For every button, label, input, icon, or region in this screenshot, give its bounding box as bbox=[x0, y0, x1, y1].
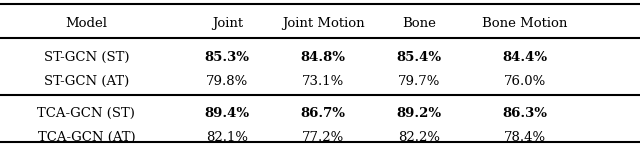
Text: Model: Model bbox=[65, 17, 108, 30]
Text: 89.4%: 89.4% bbox=[205, 107, 250, 120]
Text: Joint: Joint bbox=[212, 17, 243, 30]
Text: 79.8%: 79.8% bbox=[206, 75, 248, 88]
Text: Bone Motion: Bone Motion bbox=[482, 17, 568, 30]
Text: 84.4%: 84.4% bbox=[502, 51, 547, 64]
Text: 73.1%: 73.1% bbox=[302, 75, 344, 88]
Text: 82.2%: 82.2% bbox=[398, 130, 440, 144]
Text: 89.2%: 89.2% bbox=[397, 107, 442, 120]
Text: 82.1%: 82.1% bbox=[206, 130, 248, 144]
Text: Bone: Bone bbox=[403, 17, 436, 30]
Text: 76.0%: 76.0% bbox=[504, 75, 546, 88]
Text: 86.3%: 86.3% bbox=[502, 107, 547, 120]
Text: 85.3%: 85.3% bbox=[205, 51, 250, 64]
Text: 86.7%: 86.7% bbox=[301, 107, 346, 120]
Text: 78.4%: 78.4% bbox=[504, 130, 546, 144]
Text: ST-GCN (ST): ST-GCN (ST) bbox=[44, 51, 129, 64]
Text: Joint Motion: Joint Motion bbox=[282, 17, 365, 30]
Text: TCA-GCN (ST): TCA-GCN (ST) bbox=[38, 107, 135, 120]
Text: TCA-GCN (AT): TCA-GCN (AT) bbox=[38, 130, 135, 144]
Text: 77.2%: 77.2% bbox=[302, 130, 344, 144]
Text: ST-GCN (AT): ST-GCN (AT) bbox=[44, 75, 129, 88]
Text: 84.8%: 84.8% bbox=[301, 51, 346, 64]
Text: 85.4%: 85.4% bbox=[397, 51, 442, 64]
Text: 79.7%: 79.7% bbox=[398, 75, 440, 88]
